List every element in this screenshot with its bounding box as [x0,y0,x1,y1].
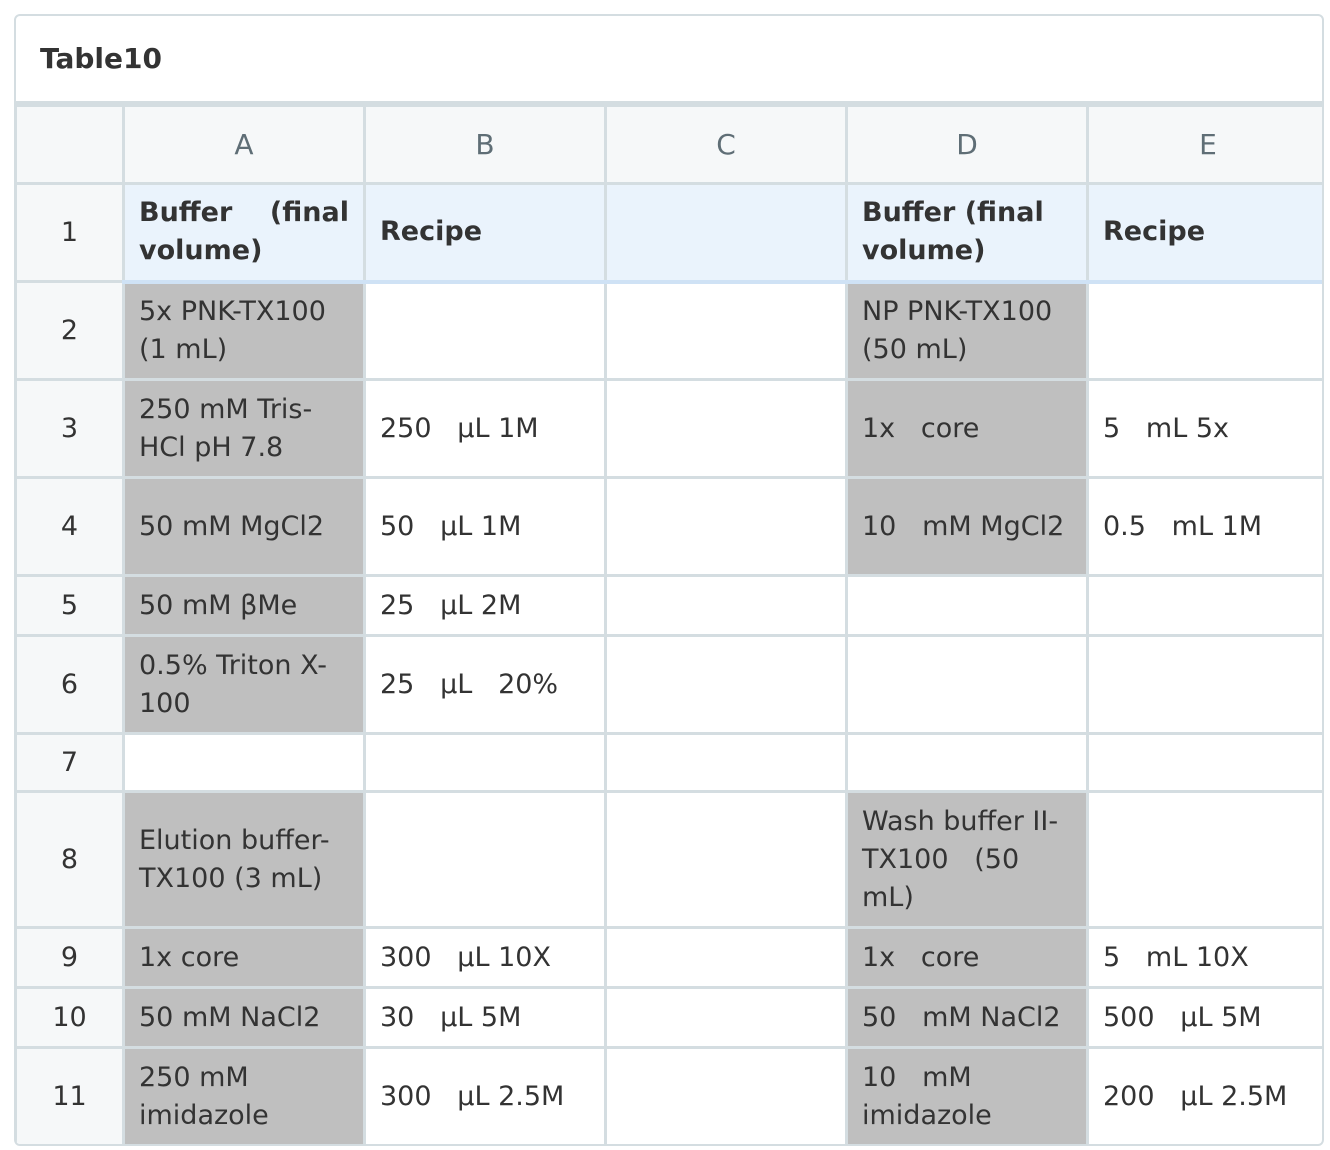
cell-c6[interactable] [604,634,848,735]
table-row: 4 50 mM MgCl2 50 µL 1M 10 mM MgCl2 0.5 m… [16,476,1322,577]
cell-e8[interactable] [1086,790,1322,929]
cell-d1[interactable]: Buffer (final volume) [845,182,1089,284]
table-title: Table10 [40,42,162,75]
column-header-e[interactable]: E [1086,104,1322,185]
cell-d4[interactable]: 10 mM MgCl2 [845,476,1089,577]
cell-a8[interactable]: Elution buffer-TX100 (3 mL) [122,790,366,929]
cell-e4[interactable]: 0.5 mL 1M [1086,476,1322,577]
column-header-b[interactable]: B [363,104,607,185]
cell-b11[interactable]: 300 µL 2.5M [363,1046,607,1144]
cell-c1[interactable] [604,182,848,284]
cell-d2[interactable]: NP PNK-TX100 (50 mL) [845,280,1089,381]
cell-e1[interactable]: Recipe [1086,182,1322,284]
cell-b8[interactable] [363,790,607,929]
cell-c4[interactable] [604,476,848,577]
column-header-d[interactable]: D [845,104,1089,185]
cell-e9[interactable]: 5 mL 10X [1086,926,1322,989]
cell-a7[interactable] [122,732,366,793]
cell-a1[interactable]: Buffer (final volume) [122,182,366,284]
row-index[interactable]: 10 [16,986,125,1049]
cell-a6[interactable]: 0.5% Triton X-100 [122,634,366,735]
cell-d5[interactable] [845,574,1089,637]
cell-c11[interactable] [604,1046,848,1144]
table-row: 1 Buffer (final volume) Recipe Buffer (f… [16,182,1322,284]
cell-b6[interactable]: 25 µL 20% [363,634,607,735]
spreadsheet-table: A B C D E 1 Buffer (final volume) Recipe… [16,104,1322,1144]
cell-c5[interactable] [604,574,848,637]
cell-c2[interactable] [604,280,848,381]
cell-b7[interactable] [363,732,607,793]
cell-a10[interactable]: 50 mM NaCl2 [122,986,366,1049]
table-row: 6 0.5% Triton X-100 25 µL 20% [16,634,1322,735]
cell-e6[interactable] [1086,634,1322,735]
cell-c8[interactable] [604,790,848,929]
cell-e2[interactable] [1086,280,1322,381]
cell-c9[interactable] [604,926,848,989]
row-index[interactable]: 6 [16,634,125,735]
row-index[interactable]: 8 [16,790,125,929]
cell-d6[interactable] [845,634,1089,735]
row-index[interactable]: 5 [16,574,125,637]
cell-d10[interactable]: 50 mM NaCl2 [845,986,1089,1049]
table-row: 10 50 mM NaCl2 30 µL 5M 50 mM NaCl2 500 … [16,986,1322,1049]
cell-c3[interactable] [604,378,848,479]
row-index[interactable]: 4 [16,476,125,577]
table-row: 2 5x PNK-TX100 (1 mL) NP PNK-TX100 (50 m… [16,280,1322,381]
cell-a4[interactable]: 50 mM MgCl2 [122,476,366,577]
column-header-a[interactable]: A [122,104,366,185]
cell-b2[interactable] [363,280,607,381]
cell-e7[interactable] [1086,732,1322,793]
table-row: 11 250 mM imidazole 300 µL 2.5M 10 mM im… [16,1046,1322,1144]
corner-cell [16,104,125,185]
column-header-row: A B C D E [16,104,1322,185]
cell-b4[interactable]: 50 µL 1M [363,476,607,577]
cell-b1[interactable]: Recipe [363,182,607,284]
table-title-bar: Table10 [16,16,1322,104]
cell-b5[interactable]: 25 µL 2M [363,574,607,637]
column-header-c[interactable]: C [604,104,848,185]
row-index[interactable]: 3 [16,378,125,479]
table-row: 7 [16,732,1322,793]
cell-b10[interactable]: 30 µL 5M [363,986,607,1049]
cell-e5[interactable] [1086,574,1322,637]
cell-d11[interactable]: 10 mM imidazole [845,1046,1089,1144]
cell-d8[interactable]: Wash buffer II-TX100 (50 mL) [845,790,1089,929]
table-row: 9 1x core 300 µL 10X 1x core 5 mL 10X [16,926,1322,989]
table-row: 3 250 mM Tris-HCl pH 7.8 250 µL 1M 1x co… [16,378,1322,479]
cell-a2[interactable]: 5x PNK-TX100 (1 mL) [122,280,366,381]
table-frame: Table10 A B C D E 1 Buffer (final vol [14,14,1324,1146]
table-row: 8 Elution buffer-TX100 (3 mL) Wash buffe… [16,790,1322,929]
row-index[interactable]: 11 [16,1046,125,1144]
cell-d3[interactable]: 1x core [845,378,1089,479]
row-index[interactable]: 1 [16,182,125,283]
cell-d9[interactable]: 1x core [845,926,1089,989]
table-row: 5 50 mM βMe 25 µL 2M [16,574,1322,637]
cell-c7[interactable] [604,732,848,793]
cell-b9[interactable]: 300 µL 10X [363,926,607,989]
row-index[interactable]: 7 [16,732,125,793]
row-index[interactable]: 2 [16,280,125,381]
cell-a5[interactable]: 50 mM βMe [122,574,366,637]
cell-a9[interactable]: 1x core [122,926,366,989]
cell-e10[interactable]: 500 µL 5M [1086,986,1322,1049]
cell-e11[interactable]: 200 µL 2.5M [1086,1046,1322,1144]
cell-e3[interactable]: 5 mL 5x [1086,378,1322,479]
cell-a3[interactable]: 250 mM Tris-HCl pH 7.8 [122,378,366,479]
cell-c10[interactable] [604,986,848,1049]
cell-b3[interactable]: 250 µL 1M [363,378,607,479]
cell-a11[interactable]: 250 mM imidazole [122,1046,366,1144]
cell-d7[interactable] [845,732,1089,793]
row-index[interactable]: 9 [16,926,125,989]
